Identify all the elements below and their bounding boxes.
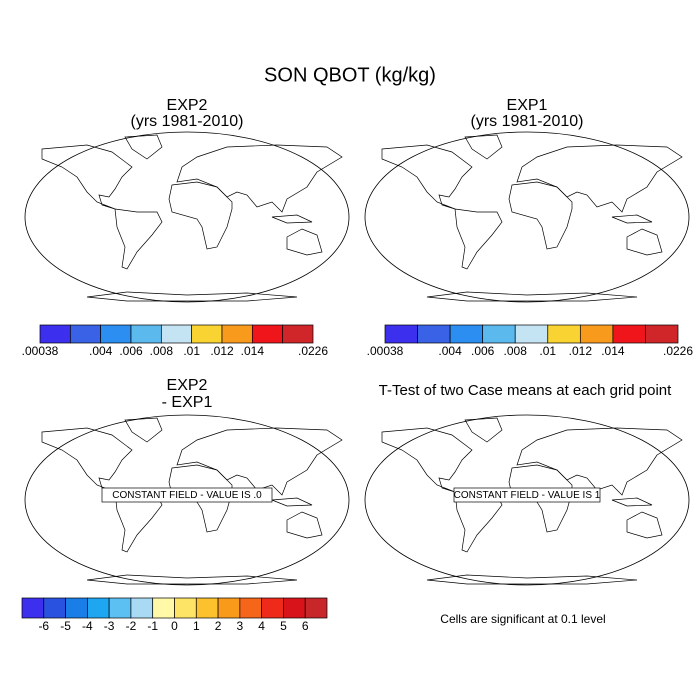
colorbar-box: [612, 324, 646, 344]
colorbar-label: .006: [119, 344, 143, 358]
colorbar-label: .01: [183, 344, 200, 358]
colorbar-label: .004: [89, 344, 113, 358]
colorbar-box: [221, 324, 253, 344]
map: [357, 127, 697, 307]
colorbar-label: .0226: [298, 344, 328, 358]
colorbar-label: 4: [258, 619, 265, 633]
colorbar-box: [514, 324, 549, 344]
colorbar-label: .0226: [663, 344, 693, 358]
colorbar-box: [65, 597, 88, 619]
colorbar-box: [130, 597, 154, 619]
colorbar-label: .008: [150, 344, 174, 358]
panel-title: EXP2: [167, 97, 208, 114]
colorbar-box: [482, 324, 516, 344]
colorbar-box: [261, 597, 284, 619]
colorbar-box: [449, 324, 484, 344]
colorbar-box: [191, 324, 223, 344]
panel-subtitle: (yrs 1981-2010): [471, 113, 584, 130]
colorbar-label: .00038: [367, 344, 404, 358]
colorbar-box: [21, 597, 45, 619]
colorbar-label: -6: [38, 619, 49, 633]
note-box: [453, 487, 601, 503]
colorbar-label: .012: [569, 344, 593, 358]
colorbar-box: [108, 597, 132, 619]
colorbar-label: -3: [104, 619, 115, 633]
panel-subtitle: (yrs 1981-2010): [131, 113, 244, 130]
colorbar-label: -2: [126, 619, 137, 633]
panel-caption: Cells are significant at 0.1 level: [440, 612, 605, 626]
colorbar-box: [283, 597, 306, 619]
colorbar-box: [217, 597, 241, 619]
panel-title: T-Test of two Case means at each grid po…: [379, 382, 672, 399]
colorbar-box: [384, 324, 418, 344]
colorbar-box: [304, 597, 328, 619]
panel-title: EXP1: [507, 97, 548, 114]
panel-note: CONSTANT FIELD - VALUE IS 1: [454, 490, 601, 501]
colorbar-box: [160, 324, 193, 344]
colorbar-label: -5: [60, 619, 71, 633]
colorbar-box: [43, 597, 66, 619]
colorbar-box: [251, 324, 284, 344]
colorbar-box: [195, 597, 219, 619]
colorbar-label: .008: [504, 344, 528, 358]
panel-subtitle: - EXP1: [162, 394, 213, 411]
colorbar-box: [282, 324, 314, 344]
colorbar-box: [39, 324, 71, 344]
colorbar-label: .004: [438, 344, 462, 358]
colorbar-box: [579, 324, 614, 344]
colorbar-box: [547, 324, 581, 344]
colorbar-label: 0: [171, 619, 178, 633]
colorbar-label: .014: [241, 344, 265, 358]
colorbar-box: [417, 324, 451, 344]
colorbar-label: -4: [82, 619, 93, 633]
colorbar-box: [100, 324, 132, 344]
colorbar-box: [152, 597, 175, 619]
colorbar-label: .006: [471, 344, 495, 358]
map: [17, 127, 357, 307]
panel-note: CONSTANT FIELD - VALUE IS .0: [112, 490, 262, 501]
colorbar-box: [239, 597, 262, 619]
colorbar-label: 3: [237, 619, 244, 633]
colorbar-box: [130, 324, 162, 344]
colorbar-box: [174, 597, 197, 619]
colorbar-label: 1: [193, 619, 200, 633]
colorbar-box: [87, 597, 110, 619]
colorbar-box: [69, 324, 102, 344]
colorbar-label: .014: [601, 344, 625, 358]
colorbar-label: 5: [280, 619, 287, 633]
colorbar-box: [645, 324, 679, 344]
figure-title: SON QBOT (kg/kg): [264, 64, 436, 86]
colorbar-label: .012: [210, 344, 234, 358]
colorbar-label: .01: [539, 344, 556, 358]
colorbar-label: 6: [302, 619, 309, 633]
note-box: [101, 487, 273, 503]
panel-title: EXP2: [167, 377, 208, 394]
colorbar-label: .00038: [22, 344, 59, 358]
colorbar-label: 2: [215, 619, 222, 633]
colorbar-label: -1: [147, 619, 158, 633]
